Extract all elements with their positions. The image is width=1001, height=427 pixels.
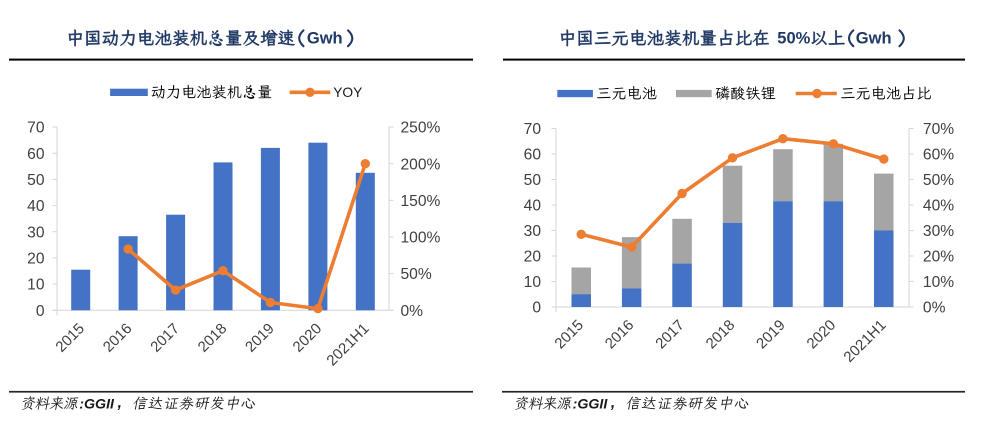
svg-text::GGII: :GGII (79, 396, 115, 412)
svg-text:10%: 10% (923, 274, 954, 291)
svg-text:Gwh: Gwh (307, 30, 343, 48)
svg-text:70: 70 (524, 121, 542, 138)
svg-text:200%: 200% (401, 156, 441, 173)
svg-text:,: , (117, 394, 122, 411)
svg-text:250%: 250% (401, 120, 441, 137)
svg-text:30: 30 (27, 224, 45, 241)
svg-text:50%: 50% (401, 266, 432, 283)
svg-text:0: 0 (532, 300, 541, 317)
svg-text:50%: 50% (777, 30, 810, 48)
svg-text:20: 20 (524, 249, 542, 266)
svg-text:50: 50 (524, 172, 542, 189)
svg-text:70%: 70% (923, 121, 954, 138)
svg-text:40: 40 (524, 198, 542, 215)
svg-text:,: , (610, 394, 615, 411)
svg-text::GGII: :GGII (573, 396, 609, 412)
svg-text:10: 10 (27, 277, 45, 294)
svg-text:70: 70 (27, 120, 45, 137)
svg-text:0%: 0% (923, 300, 946, 317)
svg-text:60: 60 (524, 147, 542, 164)
svg-text:20%: 20% (923, 249, 954, 266)
svg-text:150%: 150% (401, 193, 441, 210)
svg-text:50%: 50% (923, 172, 954, 189)
svg-text:30: 30 (524, 223, 542, 240)
svg-text:0: 0 (36, 303, 45, 320)
svg-text:40: 40 (27, 198, 45, 215)
svg-text:30%: 30% (923, 223, 954, 240)
svg-text:0%: 0% (401, 303, 424, 320)
svg-text:50: 50 (27, 172, 45, 189)
svg-text:Gwh: Gwh (856, 30, 892, 48)
svg-text:10: 10 (524, 274, 542, 291)
svg-text:40%: 40% (923, 198, 954, 215)
svg-text:100%: 100% (401, 230, 441, 247)
svg-text:60%: 60% (923, 147, 954, 164)
svg-text:YOY: YOY (333, 85, 362, 100)
svg-text:20: 20 (27, 251, 45, 268)
svg-text:60: 60 (27, 146, 45, 163)
